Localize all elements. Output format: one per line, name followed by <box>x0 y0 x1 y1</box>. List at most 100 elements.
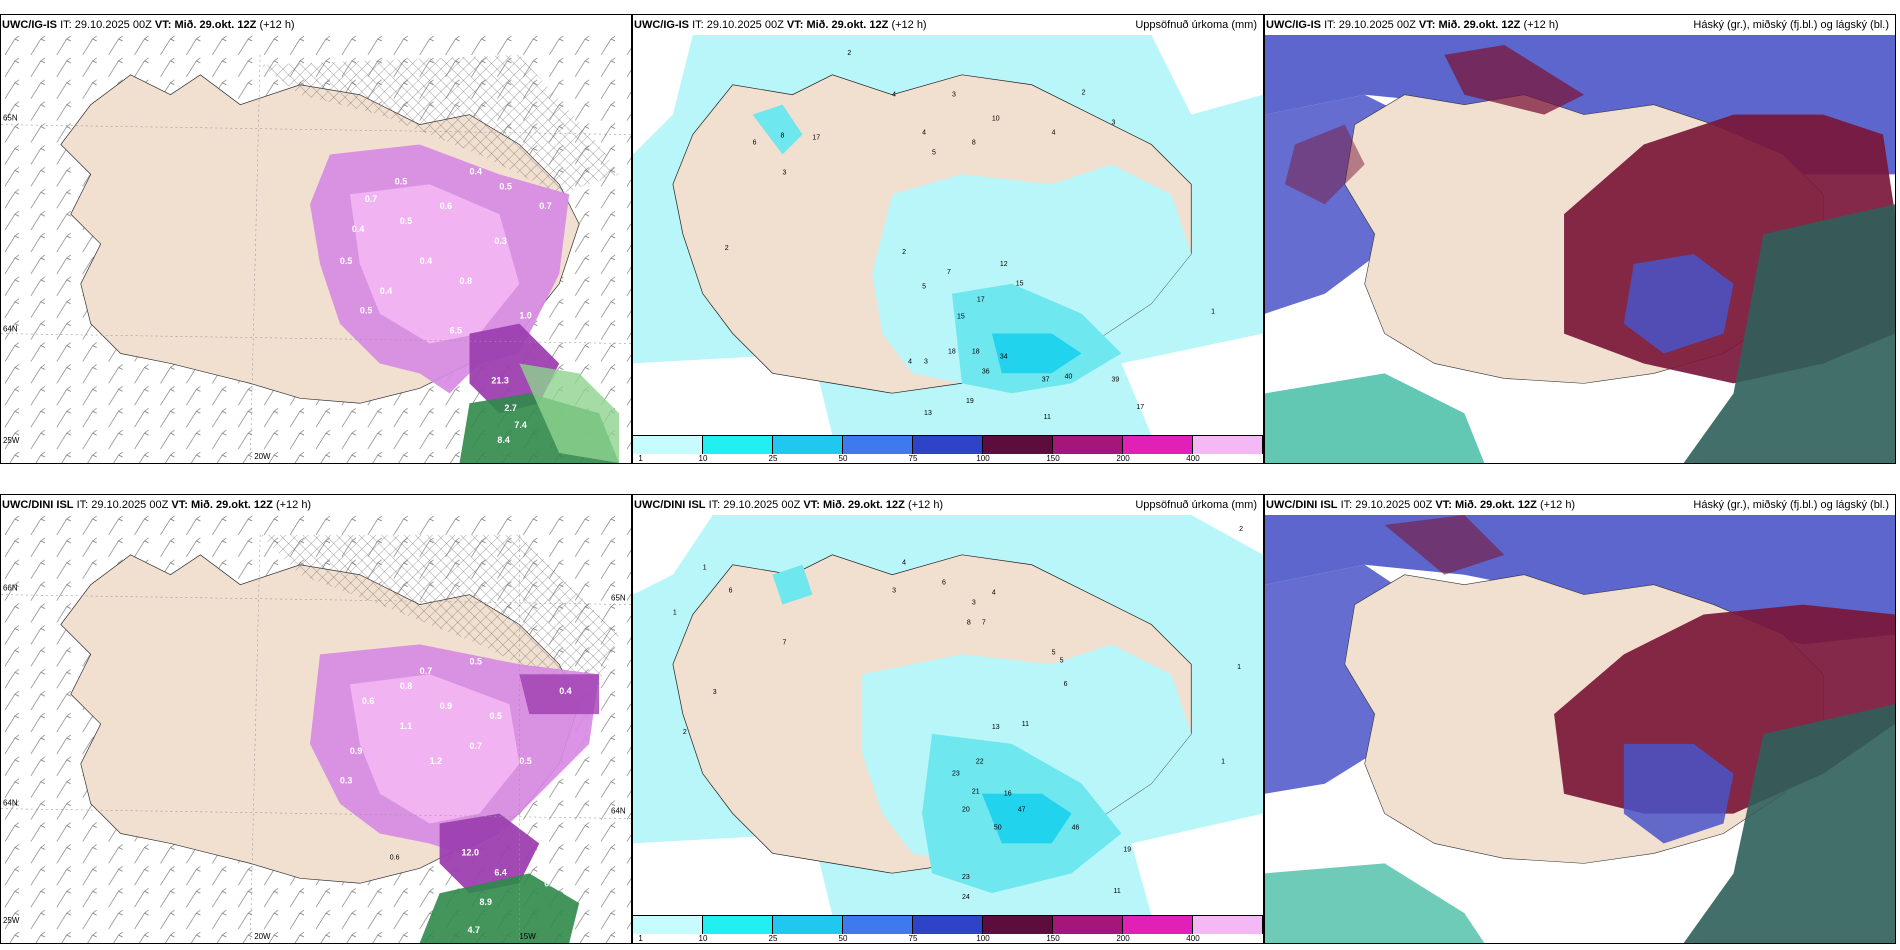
precip-value: 19 <box>966 398 974 405</box>
precip-value: 8 <box>967 619 971 626</box>
precip-map[interactable]: 2 1 1 1 6 4 3 3 4 6 8 7 5 7 3 2 13 11 22… <box>633 515 1263 915</box>
snow-value: 0.5 <box>360 306 372 316</box>
precip-value: 5 <box>932 149 936 156</box>
snow-value: 0.6 <box>440 201 452 211</box>
precip-value: 17 <box>977 297 985 304</box>
precip-value: 40 <box>1065 373 1073 380</box>
colorbar-tick: 1 <box>638 454 643 463</box>
precip-value: 3 <box>783 169 787 176</box>
precip-value: 3 <box>924 358 928 365</box>
precip-value: 1 <box>703 565 707 572</box>
snow-value: 0.5 <box>395 176 407 186</box>
colorbar-cell <box>843 436 913 454</box>
precip-value: 16 <box>1004 791 1012 798</box>
panel-title: UWC/DINI ISL IT: 29.10.2025 00Z VT: Mið.… <box>633 495 1263 515</box>
snow-value: 4.7 <box>468 925 480 935</box>
precip-legend-title: Uppsöfnuð úrkoma (mm) <box>1135 499 1257 511</box>
precip-value: 10 <box>992 116 1000 123</box>
precip-value: 3 <box>713 689 717 696</box>
precip-value: 22 <box>976 759 984 766</box>
precip-value: 50 <box>994 824 1002 831</box>
precip-value: 2 <box>1082 90 1086 97</box>
precip-value: 17 <box>1136 404 1144 411</box>
precip-value: 19 <box>1123 846 1131 853</box>
cloud-map[interactable] <box>1265 35 1895 463</box>
precip-value: 13 <box>924 410 932 417</box>
precip-value: 7 <box>982 619 986 626</box>
snow-value: 0.3 <box>544 878 556 888</box>
precip-value: 6 <box>753 139 757 146</box>
precip-map-panel-r2: UWC/DINI ISL IT: 29.10.2025 00Z VT: Mið.… <box>632 494 1264 944</box>
precip-value: 24 <box>962 894 970 901</box>
snow-value: 0.7 <box>470 741 482 751</box>
precip-value: 37 <box>1042 376 1050 383</box>
precip-value: 15 <box>1016 281 1024 288</box>
precip-value: 8 <box>781 132 785 139</box>
precip-value: 11 <box>1113 888 1120 895</box>
colorbar-tick: 150 <box>1046 934 1060 943</box>
snow-value: 12.0 <box>462 847 479 857</box>
snow-value: 0.5 <box>499 181 511 191</box>
snow-value: 0.7 <box>420 666 432 676</box>
snow-value: 0.4 <box>380 286 392 296</box>
snow-map[interactable]: 65N 64N 25W 20W 0.4 0.5 0.7 0.6 0.5 0.4 … <box>1 35 631 463</box>
snow-value: 0.5 <box>519 756 531 766</box>
colorbar-cell <box>773 916 843 934</box>
colorbar-tick: 10 <box>698 934 708 943</box>
snow-map-panel-r2: UWC/DINI ISL IT: 29.10.2025 00Z VT: Mið.… <box>0 494 632 944</box>
precip-value: 23 <box>952 771 960 778</box>
colorbar-cell <box>913 916 983 934</box>
snow-value: 0.5 <box>340 256 352 266</box>
lat-label: 64N <box>611 807 626 816</box>
snow-value: 1.0 <box>519 311 531 321</box>
colorbar-cell <box>1053 436 1123 454</box>
precip-value: 7 <box>947 269 951 276</box>
snow-value: 0.9 <box>350 746 362 756</box>
colorbar-cell <box>633 916 703 934</box>
precip-value: 6 <box>942 580 946 587</box>
precip-value: 20 <box>962 807 970 814</box>
precip-value: 21 <box>972 789 980 796</box>
cloud-map[interactable] <box>1265 515 1895 943</box>
colorbar-tick: 25 <box>768 454 778 463</box>
snow-value: 0.4 <box>420 256 432 266</box>
snow-value: 0.6 <box>390 854 400 861</box>
precip-value: 23 <box>962 874 970 881</box>
precip-legend-title: Uppsöfnuð úrkoma (mm) <box>1135 19 1257 31</box>
colorbar-cell <box>843 916 913 934</box>
cloud-legend-title: Háský (gr.), miðský (fj.bl.) og lágský (… <box>1693 19 1889 31</box>
colorbar-cell <box>1123 916 1193 934</box>
precip-value: 3 <box>972 600 976 607</box>
colorbar-tick: 10 <box>698 454 708 463</box>
snow-value: 0.3 <box>494 236 506 246</box>
precip-value: 5 <box>1052 649 1056 656</box>
colorbar-cell <box>1053 916 1123 934</box>
colorbar-tick: 200 <box>1116 454 1130 463</box>
precip-value: 4 <box>892 92 896 99</box>
snow-value: 2.7 <box>504 403 516 413</box>
colorbar-tick: 50 <box>838 454 848 463</box>
colorbar-tick: 25 <box>768 934 778 943</box>
precip-value: 1 <box>673 610 677 617</box>
snow-value: 0.4 <box>559 686 571 696</box>
snow-value: 7.4 <box>514 420 526 430</box>
panel-title: UWC/IG-IS IT: 29.10.2025 00Z VT: Mið. 29… <box>1 15 631 35</box>
colorbar-cell <box>773 436 843 454</box>
panel-title: UWC/IG-IS IT: 29.10.2025 00Z VT: Mið. 29… <box>1265 15 1895 35</box>
colorbar-cell <box>983 436 1053 454</box>
precip-value: 6 <box>1064 681 1068 688</box>
snow-value: 0.5 <box>489 711 501 721</box>
colorbar-tick: 75 <box>908 934 918 943</box>
lon-label: 25W <box>3 916 20 925</box>
colorbar-tick: 1 <box>638 934 643 943</box>
precip-map[interactable]: 2 4 3 4 5 8 10 4 2 3 6 8 17 3 7 5 2 12 1… <box>633 35 1263 435</box>
cloud-legend-title: Háský (gr.), miðský (fj.bl.) og lágský (… <box>1693 499 1889 511</box>
precip-value: 1 <box>1237 664 1241 671</box>
panel-title: UWC/DINI ISL IT: 29.10.2025 00Z VT: Mið.… <box>1265 495 1895 515</box>
snow-map-panel-r1: UWC/IG-IS IT: 29.10.2025 00Z VT: Mið. 29… <box>0 14 632 464</box>
snow-map[interactable]: 66N 64N 25W 20W 15W 65N 64N 0.5 0.7 0.8 … <box>1 515 631 943</box>
precip-value: 8 <box>972 139 976 146</box>
lon-label: 25W <box>3 436 20 445</box>
colorbar-cell <box>1123 436 1193 454</box>
colorbar-tick: 50 <box>838 934 848 943</box>
